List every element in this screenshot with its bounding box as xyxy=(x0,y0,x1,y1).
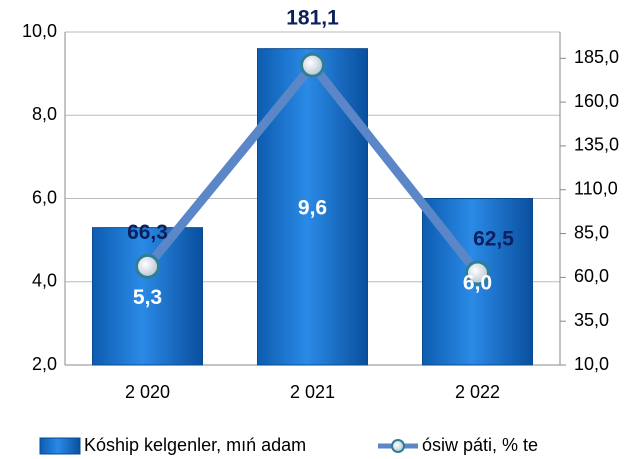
y2-tick-label: 185,0 xyxy=(574,47,619,67)
y2-tick-label: 60,0 xyxy=(574,266,609,286)
line-marker xyxy=(300,52,325,78)
legend-label: Kóship kelgenler, mıń adam xyxy=(84,435,306,455)
line-marker xyxy=(135,253,160,279)
line-label: 66,3 xyxy=(127,221,168,244)
x-tick-label: 2 022 xyxy=(455,382,500,402)
bar xyxy=(257,48,368,366)
y-tick-label: 4,0 xyxy=(32,271,57,291)
y2-tick-label: 110,0 xyxy=(574,178,618,198)
y2-tick-label: 135,0 xyxy=(574,135,619,155)
y2-tick-label: 10,0 xyxy=(574,354,609,374)
x-tick-label: 2 020 xyxy=(125,382,170,402)
y2-tick-label: 85,0 xyxy=(574,222,609,242)
legend-marker xyxy=(391,439,405,453)
line-label: 181,1 xyxy=(286,7,339,30)
bar-label: 6,0 xyxy=(463,271,492,294)
legend-label: ósiw páti, % te xyxy=(422,435,538,455)
y2-tick-label: 35,0 xyxy=(574,310,609,330)
y-tick-label: 8,0 xyxy=(32,104,57,124)
bar-label: 9,6 xyxy=(298,196,327,219)
line-marker xyxy=(465,260,490,286)
y-tick-label: 6,0 xyxy=(32,187,57,207)
y2-tick-label: 160,0 xyxy=(574,91,619,111)
y-tick-label: 10,0 xyxy=(22,21,57,41)
legend-swatch xyxy=(39,437,81,455)
x-tick-label: 2 021 xyxy=(290,382,335,402)
bar xyxy=(92,227,203,366)
bar-label: 5,3 xyxy=(133,286,162,309)
y-tick-label: 2,0 xyxy=(32,354,57,374)
line-label: 62,5 xyxy=(473,228,514,251)
